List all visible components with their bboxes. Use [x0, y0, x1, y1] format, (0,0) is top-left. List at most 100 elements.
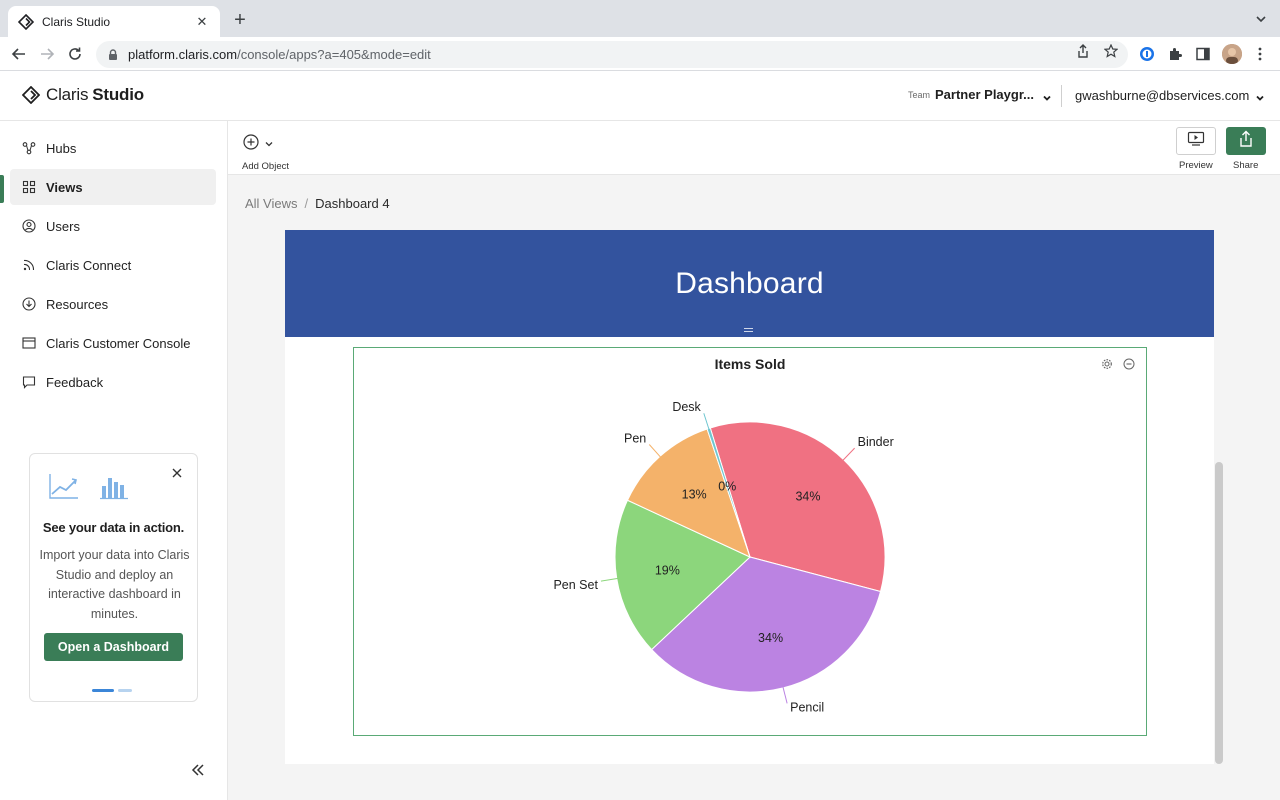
url-text: platform.claris.com/console/apps?a=405&m… — [128, 47, 431, 62]
bar-chart-icon — [100, 472, 130, 505]
remove-circle-icon[interactable] — [1123, 357, 1135, 370]
line-chart-icon — [48, 472, 80, 505]
more-vertical-icon[interactable] — [1252, 46, 1268, 62]
sidebar-item-label: Claris Customer Console — [46, 335, 191, 351]
user-email: gwashburne@dbservices.com — [1075, 88, 1250, 103]
browser-tabbar: Claris Studio ✕ + — [0, 0, 1280, 37]
collapse-sidebar-icon[interactable] — [190, 762, 206, 778]
sidebar-item-claris-connect[interactable]: Claris Connect — [10, 247, 216, 283]
forward-arrow-icon[interactable] — [38, 45, 56, 63]
chevron-down-icon — [1042, 90, 1052, 101]
rss-icon — [22, 258, 36, 272]
pie-category-label-pen-set: Pen Set — [553, 578, 598, 592]
promo-illustration — [48, 472, 130, 505]
password-manager-icon[interactable] — [1139, 46, 1155, 62]
pie-pct-label-binder: 34% — [795, 490, 820, 504]
brand-logo[interactable]: Claris Studio — [21, 85, 144, 105]
chevron-down-icon — [1255, 91, 1265, 101]
sidebar-item-feedback[interactable]: Feedback — [10, 364, 216, 400]
banner-title: Dashboard — [675, 267, 824, 300]
team-label: Team — [908, 89, 931, 100]
gear-icon[interactable] — [1101, 357, 1113, 369]
dashboard-banner[interactable]: Dashboard — [285, 230, 1214, 337]
breadcrumb: All Views / Dashboard 4 — [245, 196, 390, 211]
close-icon[interactable] — [171, 466, 183, 478]
promo-body: Import your data into Claris Studio and … — [39, 548, 190, 621]
pie-pct-label-pencil: 34% — [758, 631, 783, 645]
share-upload-icon — [1238, 130, 1254, 153]
user-menu[interactable]: gwashburne@dbservices.com — [1075, 88, 1265, 103]
sidebar-item-label: Feedback — [46, 374, 104, 390]
share-page-icon[interactable] — [1076, 44, 1090, 58]
chevron-down-icon — [264, 136, 274, 154]
sidebar-item-hubs[interactable]: Hubs — [10, 130, 216, 166]
breadcrumb-all-views[interactable]: All Views — [245, 196, 298, 211]
brand-studio: Studio — [92, 85, 144, 104]
tab-title: Claris Studio — [42, 14, 111, 29]
speech-bubble-icon — [22, 375, 36, 389]
pie-category-label-binder: Binder — [858, 435, 894, 449]
plus-circle-icon — [242, 133, 260, 156]
grid-icon — [22, 180, 36, 194]
team-name: Partner Playgr... — [935, 87, 1035, 102]
sidebar-item-views[interactable]: Views — [10, 169, 216, 205]
preview-button[interactable] — [1176, 127, 1216, 155]
profile-avatar[interactable] — [1222, 44, 1242, 64]
sidebar-item-users[interactable]: Users — [10, 208, 216, 244]
promo-card: See your data in action. Import your dat… — [29, 453, 198, 702]
breadcrumb-current: Dashboard 4 — [315, 196, 390, 211]
pie-pct-label-desk: 0% — [718, 479, 736, 493]
pie-category-label-pen: Pen — [624, 432, 646, 446]
chart-widget[interactable]: Items Sold 34% Binder 34% Pencil 19% Pen Set 1… — [353, 347, 1147, 736]
bookmark-star-icon[interactable] — [1103, 43, 1119, 58]
app-header: Claris Studio Team Partner Playgr... gwa… — [0, 71, 1280, 121]
sidebar-item-label: Claris Connect — [46, 257, 132, 273]
pie-leader-pen-set — [600, 577, 619, 582]
pie-leader-binder — [841, 447, 855, 462]
share-label: Share — [1233, 160, 1259, 171]
preview-label: Preview — [1179, 160, 1213, 171]
pie-category-label-pencil: Pencil — [790, 700, 824, 714]
sidebar: Hubs Views Users Claris Connect Resource… — [0, 121, 228, 800]
back-arrow-icon[interactable] — [10, 45, 28, 63]
resize-handle[interactable] — [744, 328, 753, 332]
open-dashboard-button[interactable]: Open a Dashboard — [44, 633, 183, 661]
url-bar[interactable]: platform.claris.com/console/apps?a=405&m… — [96, 41, 1128, 68]
sidebar-item-resources[interactable]: Resources — [10, 286, 216, 322]
new-tab-icon[interactable]: + — [234, 9, 246, 31]
share-button[interactable] — [1226, 127, 1266, 155]
promo-title: See your data in action. — [42, 520, 185, 535]
sidebar-item-label: Hubs — [46, 140, 77, 156]
sidebar-item-label: Views — [46, 179, 83, 195]
add-object-label: Add Object — [242, 161, 289, 172]
address-bar: platform.claris.com/console/apps?a=405&m… — [0, 37, 1280, 71]
editor-toolbar: Add Object Preview Share — [228, 121, 1280, 175]
breadcrumb-separator: / — [304, 196, 309, 211]
pie-pct-label-pen-set: 19% — [655, 563, 680, 577]
claris-logo-icon — [21, 85, 41, 105]
dashboard-canvas: Dashboard Items Sold 34% Binder 34% Pencil 1… — [285, 230, 1214, 764]
sidebar-item-customer-console[interactable]: Claris Customer Console — [10, 325, 216, 361]
hubs-icon — [22, 141, 36, 155]
chevron-down-icon[interactable] — [1254, 12, 1268, 26]
reload-icon[interactable] — [66, 45, 84, 63]
team-selector[interactable]: Team Partner Playgr... — [908, 87, 1052, 102]
sidebar-item-label: Resources — [46, 296, 109, 312]
user-circle-icon — [22, 219, 36, 233]
scrollbar[interactable] — [1215, 462, 1223, 764]
pie-category-label-desk: Desk — [672, 400, 701, 414]
side-panel-icon[interactable] — [1195, 46, 1211, 62]
extensions-puzzle-icon[interactable] — [1167, 46, 1183, 62]
carousel-dot-active[interactable] — [92, 689, 114, 692]
close-tab-icon[interactable]: ✕ — [196, 13, 208, 29]
window-icon — [22, 336, 36, 350]
sidebar-item-label: Users — [46, 218, 80, 234]
main-area: Add Object Preview Share All Views / Das… — [228, 121, 1280, 800]
preview-play-icon — [1187, 131, 1205, 152]
pie-chart: 34% Binder 34% Pencil 19% Pen Set 13% Pen 0% Desk — [553, 400, 894, 714]
add-object-button[interactable]: Add Object — [242, 133, 289, 172]
lock-icon — [106, 48, 120, 62]
carousel-dot[interactable] — [118, 689, 132, 692]
browser-tab[interactable]: Claris Studio ✕ — [8, 6, 220, 37]
url-path: /console/apps?a=405&mode=edit — [237, 47, 431, 62]
